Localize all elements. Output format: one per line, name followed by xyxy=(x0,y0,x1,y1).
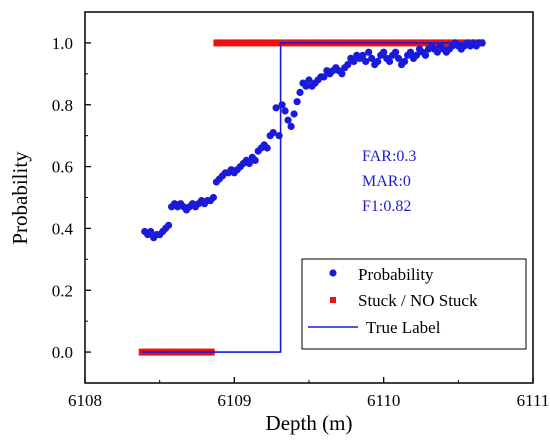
y-tick-labels: 0.0 0.2 0.4 0.6 0.8 1.0 xyxy=(52,34,74,362)
probability-point xyxy=(278,101,286,109)
probability-point xyxy=(165,221,173,229)
probability-point xyxy=(320,73,328,81)
x-tick-label: 6109 xyxy=(217,391,251,410)
probability-point xyxy=(412,51,421,59)
probability-point xyxy=(275,132,283,140)
probability-point xyxy=(338,70,346,78)
probability-point xyxy=(406,48,415,56)
annotation-far: FAR:0.3 xyxy=(362,148,416,165)
legend-box xyxy=(301,258,527,350)
probability-point xyxy=(293,98,301,106)
probability-point xyxy=(272,104,280,112)
probability-point xyxy=(296,88,304,96)
probability-point xyxy=(344,61,352,69)
y-tick-label: 1.0 xyxy=(52,34,73,53)
probability-point xyxy=(380,48,388,56)
legend-label-true-label: True Label xyxy=(366,318,441,337)
probability-point xyxy=(251,156,259,164)
stuck-marker xyxy=(253,39,260,47)
probability-point xyxy=(478,39,486,47)
probability-point xyxy=(362,57,370,66)
stuck-marker xyxy=(218,39,225,47)
probability-point xyxy=(281,107,289,115)
series-layer xyxy=(138,39,486,356)
legend-marker-stuck xyxy=(330,297,336,303)
probability-point xyxy=(284,116,292,124)
stuck-marker xyxy=(248,39,255,47)
probability-point xyxy=(245,159,253,168)
y-tick-label: 0.2 xyxy=(52,281,73,300)
annotation-mar: MAR:0 xyxy=(362,173,411,190)
probability-point xyxy=(395,54,403,63)
probability-point xyxy=(290,110,298,118)
probability-point xyxy=(386,57,394,66)
stuck-marker xyxy=(243,39,250,47)
legend-label-probability: Probability xyxy=(358,265,434,284)
y-tick-label: 0.8 xyxy=(52,96,73,115)
probability-point xyxy=(359,51,367,59)
probability-point xyxy=(401,57,409,66)
probability-point xyxy=(374,57,382,66)
axis-ticks xyxy=(84,11,534,384)
probability-point xyxy=(365,48,373,56)
stuck-marker xyxy=(213,39,220,47)
stuck-marker xyxy=(228,39,235,47)
x-tick-label: 6108 xyxy=(68,391,102,410)
annotation-f1: F1:0.82 xyxy=(362,198,411,215)
probability-point xyxy=(392,48,400,56)
probability-point xyxy=(421,51,430,59)
probability-point xyxy=(368,54,376,63)
probability-point xyxy=(269,129,277,137)
y-tick-label: 0.4 xyxy=(52,219,74,238)
probability-point xyxy=(263,144,271,152)
probability-point xyxy=(147,227,155,236)
y-tick-label: 0.6 xyxy=(52,158,73,177)
x-tick-labels: 6108 6109 6110 6111 xyxy=(68,391,549,410)
probability-point xyxy=(433,48,441,56)
x-tick-label: 6110 xyxy=(367,391,400,410)
stuck-marker xyxy=(258,39,265,47)
probability-point xyxy=(209,193,217,202)
probability-point xyxy=(305,76,313,84)
probability-point xyxy=(287,122,295,130)
stuck-marker xyxy=(268,39,275,47)
probability-point xyxy=(302,82,310,90)
stuck-marker xyxy=(238,39,245,47)
x-tick-label: 6111 xyxy=(517,391,550,410)
y-axis-title: Probability xyxy=(8,151,32,245)
probability-point xyxy=(350,57,358,66)
y-tick-label: 0.0 xyxy=(52,343,73,362)
stuck-marker xyxy=(233,39,240,47)
stuck-marker xyxy=(223,39,230,47)
x-axis-title: Depth (m) xyxy=(266,411,353,435)
legend: Probability Stuck / NO Stuck True Label xyxy=(301,258,527,350)
legend-label-stuck: Stuck / NO Stuck xyxy=(358,291,478,310)
legend-marker-probability xyxy=(329,269,337,277)
stuck-marker xyxy=(263,39,270,47)
true-label-line xyxy=(141,42,486,353)
stuck-marker xyxy=(273,39,280,47)
